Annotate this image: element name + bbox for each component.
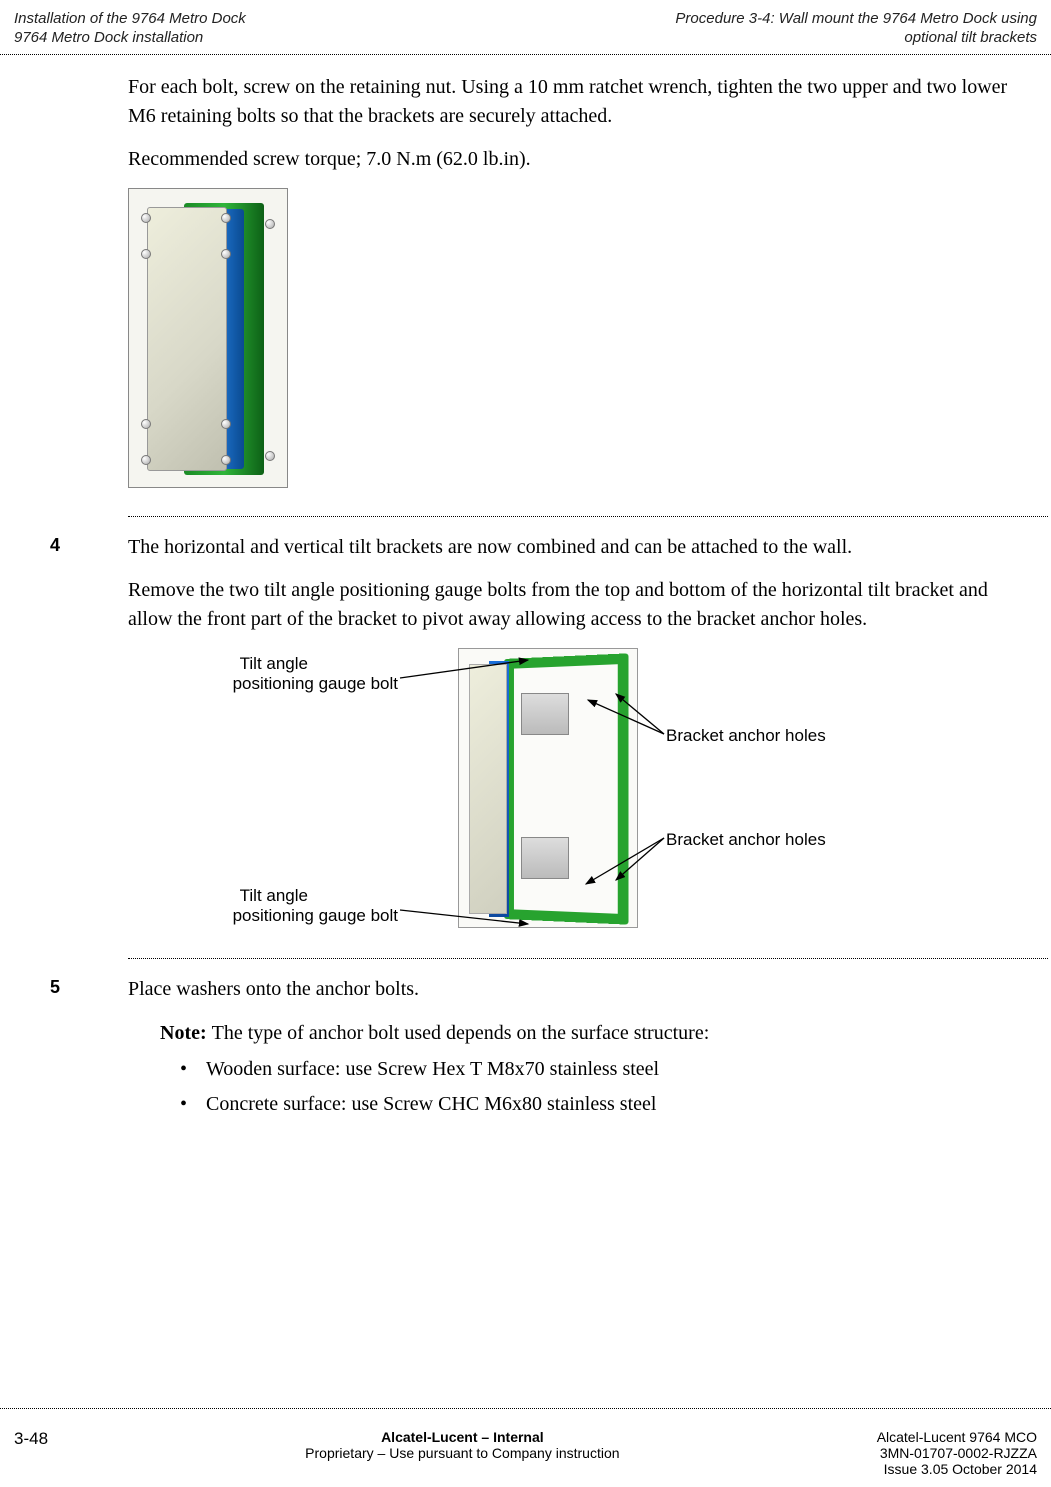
step-4: 4 The horizontal and vertical tilt brack… (128, 533, 1051, 938)
anchor-bolt-list: Wooden surface: use Screw Hex T M8x70 st… (160, 1054, 1021, 1120)
header-left-line1: Installation of the 9764 Metro Dock (14, 10, 246, 29)
callout-anchor-holes-bottom: Bracket anchor holes (666, 830, 826, 850)
step-4-para-2: Remove the two tilt angle positioning ga… (128, 576, 1051, 634)
header-rule (0, 54, 1051, 55)
step-5-para-1: Place washers onto the anchor bolts. (128, 975, 1051, 1004)
callout-anchor-holes-top: Bracket anchor holes (666, 726, 826, 746)
note-label: Note: (160, 1022, 212, 1044)
step-4-para-1: The horizontal and vertical tilt bracket… (128, 533, 1051, 562)
footer-rule (0, 1408, 1051, 1409)
footer-center-l2: Proprietary – Use pursuant to Company in… (48, 1445, 877, 1461)
note-text: The type of anchor bolt used depends on … (212, 1022, 710, 1044)
page-content: For each bolt, screw on the retaining nu… (0, 73, 1051, 1120)
header-right: Procedure 3-4: Wall mount the 9764 Metro… (675, 10, 1037, 48)
running-header: Installation of the 9764 Metro Dock 9764… (0, 0, 1051, 52)
bullet-concrete: Concrete surface: use Screw CHC M6x80 st… (180, 1089, 1021, 1120)
callout-tilt-bot-l2: positioning gauge bolt (118, 906, 398, 926)
footer-center: Alcatel-Lucent – Internal Proprietary – … (48, 1429, 877, 1461)
footer-center-l1: Alcatel-Lucent – Internal (48, 1429, 877, 1445)
footer-right-l1: Alcatel-Lucent 9764 MCO (877, 1429, 1037, 1445)
note-line: Note: The type of anchor bolt used depen… (160, 1018, 1021, 1048)
figure-tilt-bracket-callouts: Tilt angle positioning gauge bolt Tilt a… (118, 648, 898, 938)
footer-right: Alcatel-Lucent 9764 MCO 3MN-01707-0002-R… (877, 1429, 1037, 1477)
callout-tilt-angle-bottom: Tilt angle positioning gauge bolt (118, 886, 398, 926)
step-5: 5 Place washers onto the anchor bolts. N… (128, 975, 1051, 1120)
step-4-number: 4 (50, 535, 60, 556)
bullet-wooden: Wooden surface: use Screw Hex T M8x70 st… (180, 1054, 1021, 1085)
figure-1-illustration (128, 188, 288, 488)
intro-para-1: For each bolt, screw on the retaining nu… (128, 73, 1051, 131)
figure-bracket-assembly (128, 188, 1051, 488)
step-5-note: Note: The type of anchor bolt used depen… (128, 1018, 1051, 1120)
step-5-number: 5 (50, 977, 60, 998)
callout-tilt-bot-l1: Tilt angle (118, 886, 398, 906)
callout-tilt-angle-top: Tilt angle positioning gauge bolt (118, 654, 398, 694)
header-left-line2: 9764 Metro Dock installation (14, 29, 246, 48)
intro-para-2: Recommended screw torque; 7.0 N.m (62.0 … (128, 145, 1051, 174)
running-footer: 3-48 Alcatel-Lucent – Internal Proprieta… (0, 1429, 1051, 1477)
header-left: Installation of the 9764 Metro Dock 9764… (14, 10, 246, 48)
header-right-line1: Procedure 3-4: Wall mount the 9764 Metro… (675, 10, 1037, 29)
footer-right-l3: Issue 3.05 October 2014 (877, 1461, 1037, 1477)
callout-tilt-top-l2: positioning gauge bolt (118, 674, 398, 694)
callout-tilt-top-l1: Tilt angle (118, 654, 398, 674)
step-separator-1 (128, 516, 1048, 517)
page-number: 3-48 (14, 1429, 48, 1449)
figure-2-illustration (458, 648, 638, 928)
footer-right-l2: 3MN-01707-0002-RJZZA (877, 1445, 1037, 1461)
step-separator-2 (128, 958, 1048, 959)
header-right-line2: optional tilt brackets (675, 29, 1037, 48)
